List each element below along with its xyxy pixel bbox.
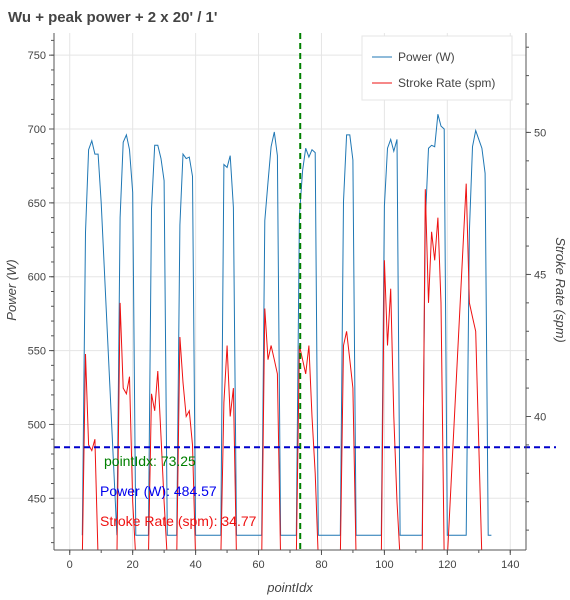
x-tick-label: 20 [127,559,139,571]
x-tick-label: 60 [252,559,264,571]
y-axis-label: Power (W) [4,259,19,320]
hover-readout-power: Power (W): 484.57 [100,483,217,499]
y2-tick-label: 45 [534,269,546,281]
stroke-rate-line [81,183,483,550]
x-axis-label: pointIdx [266,580,313,595]
y-tick-label: 600 [28,272,46,284]
hover-readout-pointidx: pointIdx: 73.25 [104,453,196,469]
plot-area [54,33,526,550]
legend-label-power: Power (W) [398,50,455,64]
x-tick-label: 80 [315,559,327,571]
y2-axis-label: Stroke Rate (spm) [553,237,568,342]
plot-background [54,33,526,550]
crosshair [54,33,556,550]
x-tick-label: 100 [375,559,393,571]
y-tick-label: 650 [28,198,46,210]
legend-label-stroke-rate: Stroke Rate (spm) [398,76,495,90]
y-tick-label: 750 [28,50,46,62]
y2-tick-label: 40 [534,411,546,423]
tick-labels: 0 20 40 60 80 100 120 140 450 500 550 600 650 700 750 4… [28,39,546,571]
hover-readout-stroke-rate: Stroke Rate (spm): 34.77 [100,513,257,529]
y2-tick-label: 50 [534,127,546,139]
legend-box [361,35,513,101]
y-tick-label: 550 [28,346,46,358]
y-tick-label: 700 [28,124,46,136]
x-tick-label: 40 [189,559,201,571]
y-tick-label: 450 [28,493,46,505]
x-tick-label: 140 [501,559,519,571]
series-lines [81,114,492,550]
y-tick-label: 500 [28,419,46,431]
x-tick-label: 120 [438,559,456,571]
x-tick-label: 0 [67,559,73,571]
legend: Power (W) Stroke Rate (spm) [361,35,513,101]
chart-title: Wu + peak power + 2 x 20' / 1' [8,9,217,26]
